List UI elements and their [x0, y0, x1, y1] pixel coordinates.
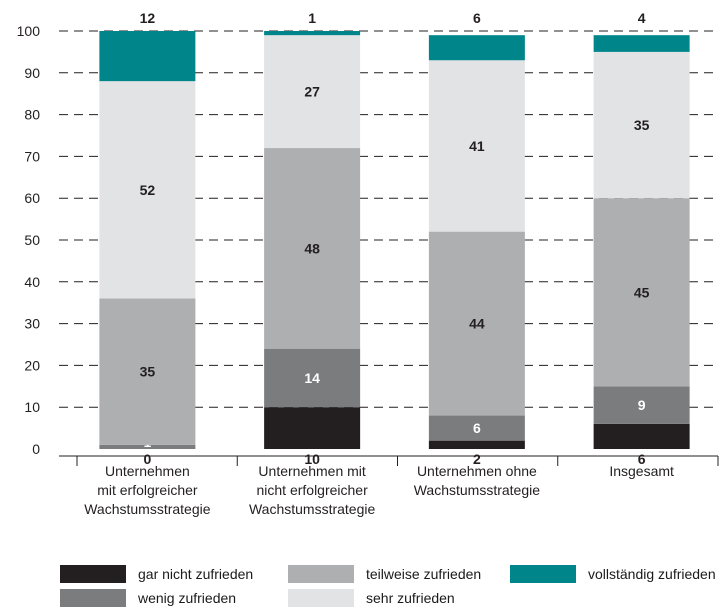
- y-tick-label-80: 80: [24, 107, 40, 123]
- bar-segment-1-2: [264, 148, 361, 349]
- legend-item-gar-nicht-zufrieden: gar nicht zufrieden: [60, 564, 253, 584]
- category-label-0-line-1: mit erfolgreicher: [97, 482, 198, 498]
- bar-segment-2-3: [428, 60, 525, 232]
- y-tick-label-40: 40: [24, 274, 40, 290]
- legend-swatch-teilweise-zufrieden: [288, 565, 354, 583]
- legend-item-vollstaendig-zufrieden: vollständig zufrieden: [510, 564, 716, 584]
- category-label-2-line-1: Wachstumsstrategie: [414, 482, 541, 498]
- y-tick-label-50: 50: [24, 232, 40, 248]
- y-tick-label-10: 10: [24, 399, 40, 415]
- bar-segment-3-3: [593, 51, 690, 199]
- legend-label-teilweise-zufrieden: teilweise zufrieden: [366, 566, 482, 582]
- legend-swatch-sehr-zufrieden: [288, 589, 354, 607]
- bar-segment-1-1: [264, 348, 361, 408]
- bar-segment-3-2: [593, 198, 690, 387]
- data-label-0-0: 0: [143, 451, 151, 467]
- y-tick-label-60: 60: [24, 190, 40, 206]
- legend: gar nicht zufrieden wenig zufrieden teil…: [60, 562, 720, 608]
- bar-segment-1-3: [264, 35, 361, 149]
- legend-label-wenig-zufrieden: wenig zufrieden: [138, 590, 237, 606]
- data-label-1-4: 1: [308, 10, 316, 26]
- stacked-bar-chart: 0 10 20 30 40 50 60 70 80 90 100 0 1 35 52 12 Unternehme…: [17, 10, 719, 517]
- bar-segment-2-2: [428, 231, 525, 416]
- bar-segment-1-0: [264, 407, 361, 449]
- category-label-1-line-2: Wachstumsstrategie: [249, 501, 376, 517]
- legend-label-gar-nicht-zufrieden: gar nicht zufrieden: [138, 566, 254, 582]
- bar-segment-0-4: [99, 31, 196, 82]
- category-label-2-line-0: Unternehmen ohne: [417, 463, 537, 479]
- category-label-1-line-1: nicht erfolgreicher: [256, 482, 368, 498]
- bar-segment-3-4: [593, 35, 690, 52]
- data-label-2-0: 2: [473, 451, 481, 467]
- bar-segment-0-3: [99, 81, 196, 299]
- category-label-1-line-0: Unternehmen mit: [258, 463, 365, 479]
- legend-item-wenig-zufrieden: wenig zufrieden: [60, 588, 236, 608]
- legend-swatch-gar-nicht-zufrieden: [60, 565, 126, 583]
- data-label-0-3: 52: [140, 182, 156, 198]
- bar-segment-0-1: [99, 444, 196, 449]
- y-tick-label-90: 90: [24, 65, 40, 81]
- bar-segment-2-1: [428, 415, 525, 441]
- legend-swatch-wenig-zufrieden: [60, 589, 126, 607]
- data-label-1-1: 14: [304, 370, 320, 386]
- data-label-3-3: 35: [634, 117, 650, 133]
- y-tick-label-70: 70: [24, 148, 40, 164]
- legend-swatch-vollstaendig-zufrieden: [510, 565, 576, 583]
- bar-segment-1-4: [264, 31, 361, 36]
- data-label-1-0: 10: [304, 451, 320, 467]
- y-tick-label-20: 20: [24, 357, 40, 373]
- data-label-3-4: 4: [638, 10, 646, 26]
- bar-segment-3-0: [593, 423, 690, 449]
- y-tick-label-0: 0: [32, 441, 40, 457]
- y-tick-label-30: 30: [24, 316, 40, 332]
- bar-segment-3-1: [593, 386, 690, 424]
- bar-segment-0-2: [99, 298, 196, 445]
- legend-item-sehr-zufrieden: sehr zufrieden: [288, 588, 455, 608]
- data-label-2-1: 6: [473, 420, 481, 436]
- legend-label-sehr-zufrieden: sehr zufrieden: [366, 590, 455, 606]
- category-label-3-line-0: Insgesamt: [609, 463, 674, 479]
- category-label-0-line-2: Wachstumsstrategie: [84, 501, 211, 517]
- data-label-1-3: 27: [304, 84, 320, 100]
- data-label-3-0: 6: [638, 451, 646, 467]
- data-label-2-2: 44: [469, 316, 485, 332]
- legend-label-vollstaendig-zufrieden: vollständig zufrieden: [588, 566, 716, 582]
- y-tick-label-100: 100: [17, 23, 41, 39]
- data-label-0-4: 12: [140, 10, 156, 26]
- bar-segment-2-0: [428, 440, 525, 449]
- data-label-2-4: 6: [473, 10, 481, 26]
- category-label-0-line-0: Unternehmen: [105, 463, 190, 479]
- data-label-3-2: 45: [634, 284, 650, 300]
- legend-item-teilweise-zufrieden: teilweise zufrieden: [288, 564, 481, 584]
- data-label-2-3: 41: [469, 138, 485, 154]
- data-label-0-2: 35: [140, 364, 156, 380]
- data-label-3-1: 9: [638, 397, 646, 413]
- data-label-1-2: 48: [304, 240, 320, 256]
- bar-segment-2-4: [428, 35, 525, 61]
